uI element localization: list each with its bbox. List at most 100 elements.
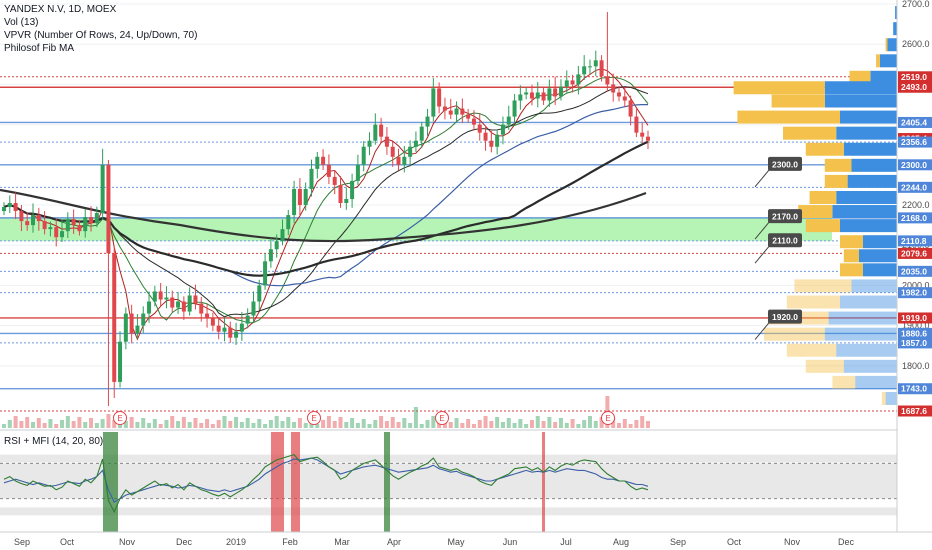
volume-bar [170, 416, 175, 428]
volume-bar [576, 424, 581, 428]
callout-label: 2110.0 [772, 236, 798, 246]
price-level-tag-label: 1857.0 [901, 338, 927, 348]
earnings-marker-label: E [117, 414, 122, 423]
volume-bar [431, 416, 436, 428]
volume-bar [477, 420, 482, 428]
price-level-tag-label: 2244.0 [901, 182, 927, 192]
indicator-fib-ma[interactable]: Philosof Fib MA [4, 43, 75, 54]
candle-body [332, 176, 337, 185]
candle-body [42, 221, 47, 230]
volume-bar [222, 416, 227, 428]
candle-body [355, 164, 360, 181]
volume-bar [384, 421, 389, 428]
volume-bar [315, 424, 320, 428]
candle-body [286, 215, 291, 230]
volume-bar [611, 418, 616, 428]
volume-bar [622, 419, 627, 428]
volume-bar [547, 417, 552, 428]
volume-bar [263, 424, 268, 428]
price-level-tag-label: 1687.6 [901, 406, 927, 416]
candle-body [338, 184, 343, 204]
candle-body [541, 92, 546, 101]
candle-body [36, 215, 41, 222]
volume-bar [646, 421, 650, 428]
candle-body [442, 106, 447, 111]
time-tick-label: Nov [784, 537, 801, 547]
rsi-legend[interactable]: RSI + MFI (14, 20, 80) [4, 436, 104, 447]
vp-bar-up [798, 205, 833, 219]
volume-bar [408, 423, 413, 428]
vp-bar-down [847, 174, 897, 188]
indicator-vpvr[interactable]: VPVR (Number Of Rows, 24, Up/Down, 70) [4, 30, 198, 41]
candle-body [477, 124, 482, 133]
candle-body [646, 136, 650, 141]
candle-body [292, 188, 297, 216]
callout-label: 2170.0 [772, 212, 798, 222]
earnings-marker-label: E [605, 414, 610, 423]
volume-bar [129, 417, 134, 428]
price-level-tag [898, 71, 932, 83]
candle-body [564, 80, 569, 87]
candle-body [303, 188, 308, 206]
vp-bar-up [849, 70, 871, 84]
volume-bar [286, 417, 291, 428]
volume-bar [268, 420, 273, 428]
candle-body [466, 114, 471, 119]
candle-body [640, 132, 645, 137]
vp-bar-up [786, 343, 837, 357]
candle-body [245, 315, 250, 324]
volume-bar [2, 424, 6, 428]
indicator-volume[interactable]: Vol (13) [4, 17, 39, 28]
callout-box [768, 309, 802, 324]
vp-bar-down [859, 249, 897, 263]
candle-body [402, 156, 407, 165]
volume-bar [402, 418, 407, 428]
volume-bar [251, 423, 256, 428]
volume-bar [396, 422, 401, 428]
volume-bar [379, 416, 384, 428]
candle-body [77, 225, 82, 232]
earnings-marker[interactable] [113, 411, 127, 425]
earnings-marker[interactable] [601, 411, 615, 425]
candle-body [390, 146, 395, 157]
earnings-marker[interactable] [307, 411, 321, 425]
vp-bar-up [764, 327, 825, 341]
candle-body [419, 126, 424, 141]
candle-body [25, 221, 30, 226]
candle-body [89, 217, 94, 224]
time-tick-label: Aug [613, 537, 629, 547]
volume-bar [332, 421, 337, 428]
vp-bar-down [828, 311, 897, 325]
chart-legend: YANDEX N.V, 1D, MOEX Vol (13) VPVR (Numb… [4, 3, 197, 55]
candle-body [495, 134, 500, 147]
volume-bar [123, 421, 128, 428]
callout-pointer [754, 244, 771, 264]
volume-bar [147, 423, 152, 428]
candle-body [321, 156, 326, 165]
volume-bar [141, 418, 146, 428]
earnings-marker-label: E [311, 414, 316, 423]
volume-bar [616, 423, 621, 428]
candle-body [361, 146, 366, 165]
volume-bar [553, 422, 558, 428]
candle-body [239, 323, 244, 332]
volume-bar [181, 417, 186, 428]
candle-body [141, 313, 146, 326]
candle-body [164, 297, 169, 300]
vp-bar-down [840, 219, 897, 233]
candle-body [396, 156, 401, 165]
volume-bar [361, 419, 366, 428]
chart-title: YANDEX N.V, 1D, MOEX [4, 4, 117, 15]
callout-box [768, 233, 802, 248]
vp-bar-up [832, 375, 856, 389]
rsi-signal-highlight [542, 432, 545, 532]
volume-bar [587, 416, 592, 428]
price-level-tag-label: 2035.0 [901, 266, 927, 276]
volume-bar [210, 424, 215, 428]
volume-bar [541, 421, 546, 428]
vp-bar-up [794, 279, 852, 293]
time-tick-label: Dec [838, 537, 855, 547]
price-level-tag [898, 81, 932, 93]
earnings-marker[interactable] [435, 411, 449, 425]
